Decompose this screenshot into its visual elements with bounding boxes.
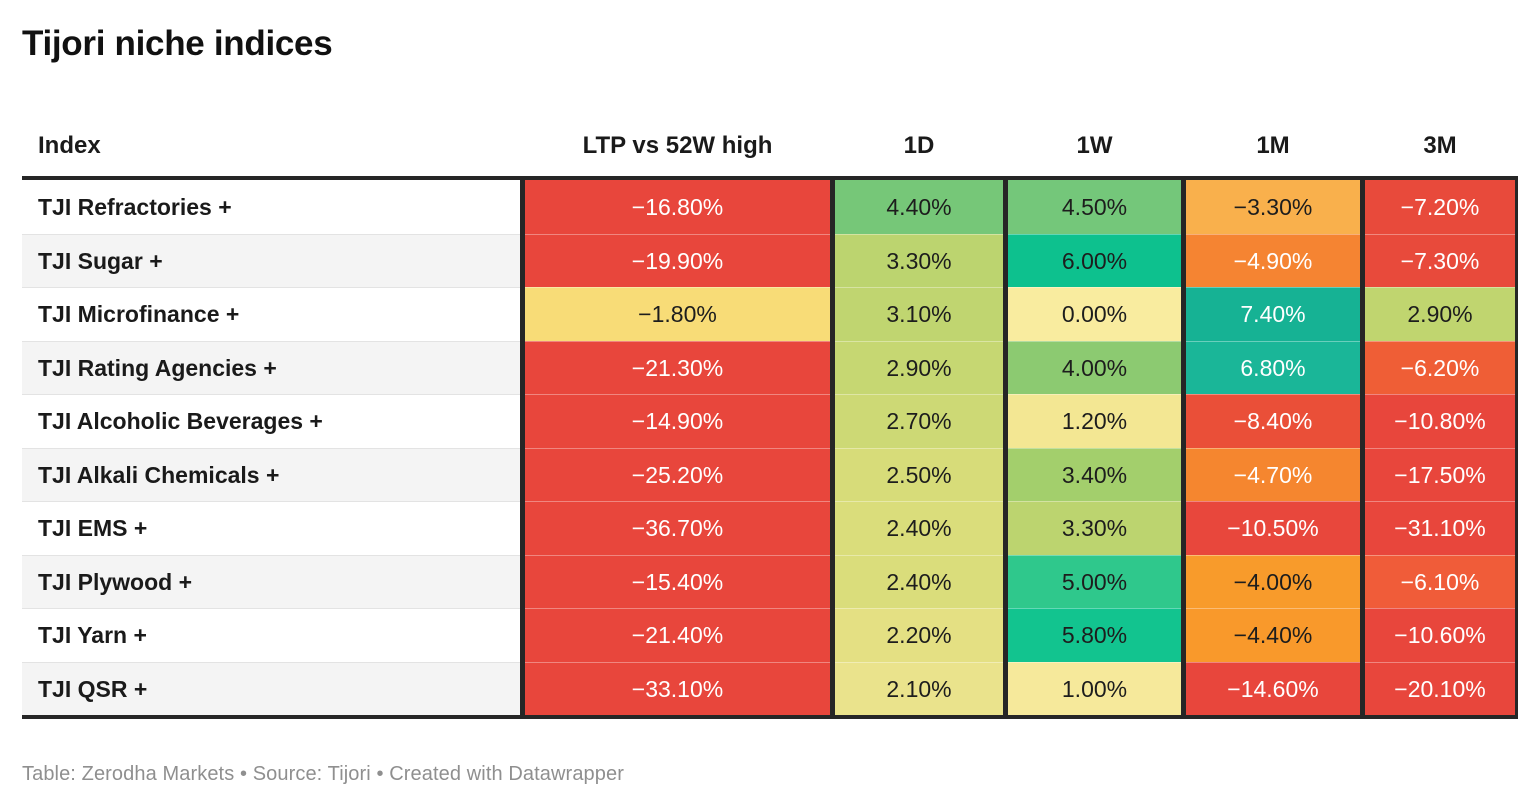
cell-3m: −10.60% (1365, 608, 1515, 662)
table-row: TJI Alcoholic Beverages + −14.90% 2.70% 1.2… (22, 394, 1518, 448)
column-header-1m: 1M (1256, 132, 1290, 160)
cell-1w: 3.40% (1008, 447, 1181, 502)
row-label[interactable]: TJI Sugar + (22, 233, 520, 288)
cell-1w: 3.30% (1008, 501, 1181, 555)
table-row: TJI Rating Agencies + −21.30% 2.90% 4.00% 6.… (22, 340, 1518, 395)
cell-1d: 2.90% (835, 340, 1003, 395)
cell-1d: 2.20% (835, 608, 1003, 662)
cell-1d: 3.30% (835, 233, 1003, 288)
column-header-ltp-52w-high: LTP vs 52W high (582, 132, 773, 160)
cell-1d: 2.40% (835, 554, 1003, 609)
row-label[interactable]: TJI Alkali Chemicals + (22, 447, 520, 502)
column-header-1d: 1D (903, 132, 935, 160)
table-row: TJI Sugar + −19.90% 3.30% 6.00% −4.90% −7.30% (22, 233, 1518, 288)
cell-ltp-52w-high: −21.40% (525, 608, 830, 662)
cell-3m: −20.10% (1365, 661, 1515, 716)
cell-3m: −6.20% (1365, 340, 1515, 395)
cell-1d: 2.40% (835, 501, 1003, 555)
row-label[interactable]: TJI Alcoholic Beverages + (22, 394, 520, 448)
cell-1m: −4.40% (1186, 608, 1360, 662)
cell-1d: 2.50% (835, 447, 1003, 502)
cell-1m: −4.90% (1186, 233, 1360, 288)
cell-ltp-52w-high: −25.20% (525, 447, 830, 502)
column-header-1w: 1W (1076, 132, 1113, 160)
cell-1w: 1.20% (1008, 394, 1181, 448)
cell-ltp-52w-high: −15.40% (525, 554, 830, 609)
cell-ltp-52w-high: −19.90% (525, 233, 830, 288)
cell-ltp-52w-high: −16.80% (525, 180, 830, 234)
cell-1m: −4.70% (1186, 447, 1360, 502)
table-row: TJI Yarn + −21.40% 2.20% 5.80% −4.40% −10.60% (22, 608, 1518, 662)
cell-1m: −10.50% (1186, 501, 1360, 555)
cell-ltp-52w-high: −36.70% (525, 501, 830, 555)
cell-1m: −8.40% (1186, 394, 1360, 448)
row-label[interactable]: TJI Plywood + (22, 554, 520, 609)
cell-1w: 4.00% (1008, 340, 1181, 395)
cell-1m: 6.80% (1186, 340, 1360, 395)
cell-3m: 2.90% (1365, 287, 1515, 341)
cell-1w: 6.00% (1008, 233, 1181, 288)
cell-ltp-52w-high: −21.30% (525, 340, 830, 395)
cell-1m: 7.40% (1186, 287, 1360, 341)
cell-1w: 4.50% (1008, 180, 1181, 234)
cell-ltp-52w-high: −33.10% (525, 661, 830, 716)
cell-1w: 5.00% (1008, 554, 1181, 609)
cell-1w: 0.00% (1008, 287, 1181, 341)
table-row: TJI Alkali Chemicals + −25.20% 2.50% 3.40% −… (22, 447, 1518, 502)
cell-ltp-52w-high: −1.80% (525, 287, 830, 341)
row-label[interactable]: TJI EMS + (22, 501, 520, 555)
row-label[interactable]: TJI Refractories + (22, 180, 520, 234)
table-row: TJI QSR + −33.10% 2.10% 1.00% −14.60% −20.10% (22, 661, 1518, 716)
row-label[interactable]: TJI Microfinance + (22, 287, 520, 341)
table-row: TJI Refractories + −16.80% 4.40% 4.50% −3.30… (22, 180, 1518, 234)
cell-1w: 1.00% (1008, 661, 1181, 716)
cell-1w: 5.80% (1008, 608, 1181, 662)
cell-1d: 2.10% (835, 661, 1003, 716)
table-footer: Table: Zerodha Markets • Source: Tijori … (22, 763, 624, 786)
cell-3m: −7.30% (1365, 233, 1515, 288)
cell-3m: −10.80% (1365, 394, 1515, 448)
cell-1m: −14.60% (1186, 661, 1360, 716)
column-header-index: Index (38, 132, 101, 160)
cell-1d: 3.10% (835, 287, 1003, 341)
page-title: Tijori niche indices (22, 24, 333, 63)
cell-1m: −4.00% (1186, 554, 1360, 609)
cell-1d: 2.70% (835, 394, 1003, 448)
row-label[interactable]: TJI QSR + (22, 661, 520, 716)
table-row: TJI Microfinance + −1.80% 3.10% 0.00% 7.40% 2… (22, 287, 1518, 341)
table-header-row: Index LTP vs 52W high 1D 1W 1M 3M (22, 64, 1518, 176)
row-label[interactable]: TJI Yarn + (22, 608, 520, 662)
table-row: TJI EMS + −36.70% 2.40% 3.30% −10.50% −31.10% (22, 501, 1518, 555)
row-label[interactable]: TJI Rating Agencies + (22, 340, 520, 395)
cell-3m: −17.50% (1365, 447, 1515, 502)
cell-3m: −6.10% (1365, 554, 1515, 609)
table-body: TJI Refractories + −16.80% 4.40% 4.50% −3.30… (22, 176, 1518, 720)
cell-ltp-52w-high: −14.90% (525, 394, 830, 448)
table-row: TJI Plywood + −15.40% 2.40% 5.00% −4.00% −6.1… (22, 554, 1518, 609)
cell-3m: −31.10% (1365, 501, 1515, 555)
cell-1m: −3.30% (1186, 180, 1360, 234)
cell-3m: −7.20% (1365, 180, 1515, 234)
column-header-3m: 3M (1423, 132, 1457, 160)
cell-1d: 4.40% (835, 180, 1003, 234)
